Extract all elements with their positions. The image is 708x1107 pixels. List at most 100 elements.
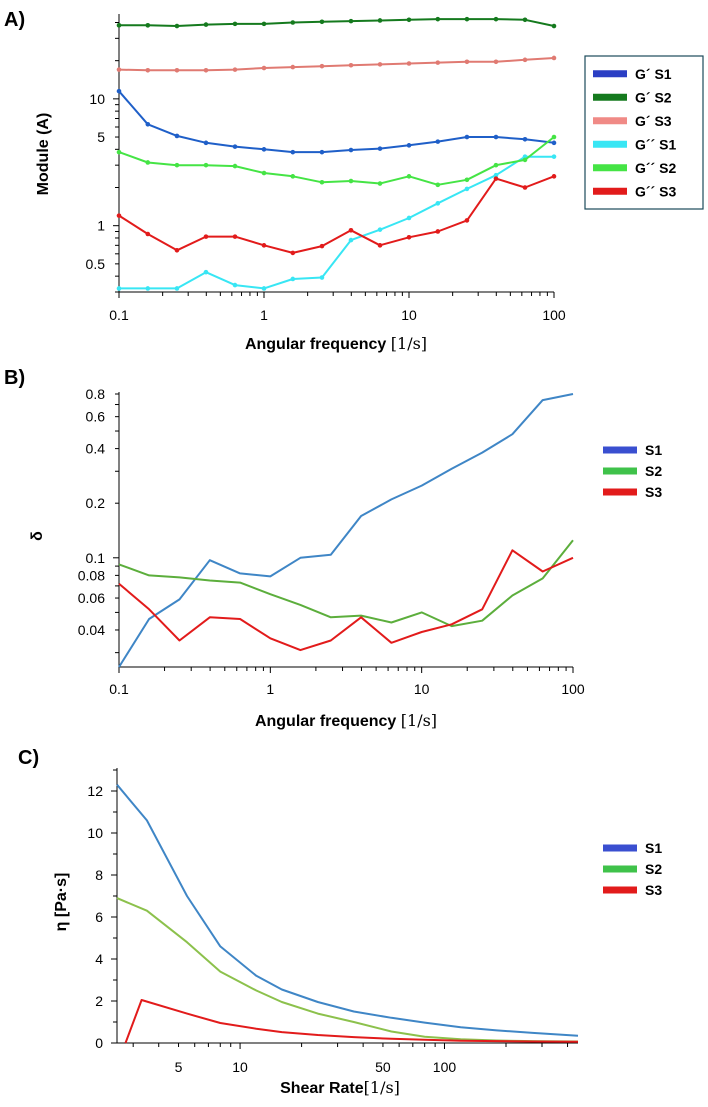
- data-point-g-s1: [551, 154, 557, 159]
- data-point-g-s1: [261, 286, 267, 291]
- legend-label: G´ S3: [635, 113, 672, 129]
- data-point-g-s2: [116, 149, 122, 155]
- data-point-g-s2: [203, 162, 209, 168]
- x-tick-label: 10: [414, 681, 430, 697]
- legend-swatch: [603, 844, 637, 852]
- data-point-g-s1: [203, 140, 209, 146]
- legend-swatch: [593, 93, 627, 101]
- data-point-g-s1: [348, 147, 354, 153]
- legend-swatch: [603, 886, 637, 894]
- chart-panel-b: 0.1 1 10 1000.040.060.080.10.20.40.60.8Angu…: [29, 386, 681, 730]
- data-point-g-s2: [377, 181, 383, 186]
- data-point-g-s1: [464, 186, 470, 192]
- data-point-g-s2: [435, 16, 441, 22]
- data-point-g-s1: [319, 149, 325, 155]
- data-point-g-s2: [116, 23, 122, 28]
- data-point-g-s3: [464, 218, 470, 223]
- legend-swatch: [603, 865, 637, 873]
- y-tick-label: 0.04: [78, 622, 105, 638]
- y-tick-label: 0.6: [86, 409, 106, 425]
- data-point-g-s2: [377, 18, 383, 23]
- legend-label: S1: [645, 442, 662, 458]
- data-point-g-s2: [232, 163, 238, 169]
- data-point-g-s2: [319, 19, 325, 25]
- legend-swatch: [593, 70, 627, 78]
- data-point-g-s2: [493, 162, 499, 168]
- y-axis-title: η [Pa·s]: [53, 873, 70, 932]
- panel-label-b: B): [4, 367, 25, 389]
- data-point-g-s1: [435, 139, 441, 144]
- data-point-g-s1: [435, 201, 441, 206]
- data-point-g-s1: [145, 121, 151, 127]
- data-point-g-s3: [435, 229, 441, 234]
- data-point-g-s2: [203, 22, 209, 27]
- series-line-s2: [116, 897, 579, 1043]
- data-point-g-s2: [174, 23, 180, 29]
- data-point-g-s2: [145, 160, 151, 165]
- y-tick-label: 10: [87, 825, 103, 841]
- data-point-g-s2: [290, 20, 296, 25]
- y-tick-label: 6: [95, 909, 103, 925]
- data-point-g-s1: [290, 276, 296, 282]
- data-point-g-s3: [464, 59, 470, 65]
- legend-label: S2: [645, 463, 662, 479]
- data-point-g-s1: [116, 286, 122, 291]
- data-point-g-s3: [116, 67, 122, 72]
- data-point-g-s3: [116, 213, 122, 218]
- data-point-g-s3: [261, 243, 267, 248]
- data-point-g-s3: [232, 234, 238, 239]
- data-point-g-s3: [319, 243, 325, 249]
- data-point-g-s1: [232, 282, 238, 288]
- data-point-g-s2: [551, 23, 557, 29]
- data-point-g-s2: [174, 162, 180, 168]
- data-point-g-s1: [493, 172, 499, 178]
- data-point-g-s3: [406, 234, 412, 240]
- chart-panel-a: 0.1 1 10 100 0.5 1 5 10 Angular frequency [1/s] M…: [35, 14, 704, 353]
- data-point-g-s2: [522, 17, 528, 23]
- legend-swatch: [593, 140, 627, 148]
- y-tick-label: 0.08: [78, 567, 105, 583]
- data-point-g-s3: [232, 67, 238, 72]
- y-tick-label: 12: [87, 783, 103, 799]
- legend-label: S3: [645, 484, 662, 500]
- data-point-g-s2: [406, 174, 412, 179]
- y-tick-label: 0.8: [86, 386, 106, 402]
- x-tick-label: 1: [266, 681, 274, 697]
- x-axis-title: Angular frequency [1/s]: [255, 711, 437, 730]
- y-tick-label: 0.1: [86, 550, 106, 566]
- data-point-g-s1: [232, 144, 238, 149]
- series-line-s1: [116, 784, 579, 1037]
- data-point-g-s3: [551, 174, 557, 179]
- data-point-g-s1: [290, 149, 296, 155]
- data-point-g-s1: [145, 286, 151, 291]
- y-tick-label: 0.2: [86, 495, 106, 511]
- data-point-g-s1: [116, 88, 122, 94]
- x-tick-label: 0.1: [109, 681, 129, 697]
- data-point-g-s2: [493, 16, 499, 22]
- x-axis-title: Shear Rate[1/s]: [280, 1078, 400, 1097]
- data-point-g-s2: [348, 18, 354, 24]
- legend-label: G´ S2: [635, 89, 672, 105]
- legend-label: G´ S1: [635, 66, 672, 82]
- x-axis-title-main: Shear Rate: [280, 1080, 364, 1097]
- data-point-g-s2: [348, 178, 354, 184]
- data-point-g-s1: [551, 140, 557, 146]
- data-point-g-s3: [261, 65, 267, 71]
- data-point-g-s1: [174, 133, 180, 139]
- data-point-g-s3: [290, 64, 296, 70]
- legend-b: S1 S2 S3: [594, 435, 681, 507]
- x-axis-title-main: Angular frequency: [245, 336, 391, 353]
- data-point-g-s3: [174, 67, 180, 73]
- series-line-g-s2: [119, 18, 555, 27]
- panel-label-a: A): [4, 9, 25, 31]
- x-axis-title-unit: [1/s]: [364, 1078, 400, 1097]
- y-tick-label: 5: [97, 129, 105, 145]
- data-point-g-s2: [435, 182, 441, 188]
- x-axis-title: Angular frequency [1/s]: [245, 334, 427, 353]
- data-point-g-s3: [493, 176, 499, 181]
- series-line-g-s1: [118, 90, 555, 154]
- data-point-g-s3: [174, 247, 180, 253]
- y-tick-label: 1: [97, 218, 105, 234]
- legend-box: [584, 55, 704, 210]
